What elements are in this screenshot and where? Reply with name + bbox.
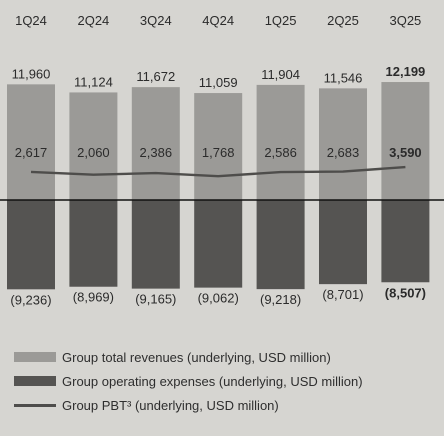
pbt-line xyxy=(30,165,406,178)
expense-bar xyxy=(381,200,430,283)
legend: Group total revenues (underlying, USD mi… xyxy=(14,346,434,418)
revenue-data-label: 12,199 xyxy=(386,64,426,79)
legend-swatch-pbt xyxy=(14,403,56,407)
revenue-bar xyxy=(256,84,305,200)
category-label: 3Q24 xyxy=(140,13,172,28)
pbt-data-label: 2,617 xyxy=(15,145,48,160)
revenue-bar xyxy=(131,87,180,200)
expense-bar xyxy=(319,200,367,285)
expense-bar xyxy=(7,200,55,290)
legend-label-expenses: Group operating expenses (underlying, US… xyxy=(62,373,363,389)
expense-data-label: (9,236) xyxy=(10,292,51,307)
revenue-bar xyxy=(69,92,118,200)
pbt-data-label: 3,590 xyxy=(389,145,422,160)
pbt-data-label: 2,386 xyxy=(140,145,173,160)
revenue-data-label: 11,546 xyxy=(324,70,363,85)
expense-data-label: (9,062) xyxy=(198,291,239,306)
expense-bar xyxy=(256,200,305,290)
expense-bar xyxy=(69,200,118,287)
category-label: 3Q25 xyxy=(389,13,421,28)
category-label: 4Q24 xyxy=(202,13,234,28)
legend-item-revenues: Group total revenues (underlying, USD mi… xyxy=(14,346,434,368)
legend-item-pbt: Group PBT³ (underlying, USD million) xyxy=(14,394,434,416)
legend-swatch-revenues xyxy=(14,352,56,362)
category-label: 1Q25 xyxy=(265,13,297,28)
legend-swatch-expenses xyxy=(14,376,56,386)
expense-bar xyxy=(194,200,243,288)
revenue-bar xyxy=(381,82,430,200)
revenue-data-label: 11,960 xyxy=(12,66,51,81)
pbt-data-label: 2,060 xyxy=(77,145,110,160)
expense-data-label: (8,701) xyxy=(322,287,363,302)
revenue-bar xyxy=(319,88,367,200)
expense-data-label: (9,165) xyxy=(135,292,176,307)
revenue-data-label: 11,672 xyxy=(136,69,175,84)
category-label: 2Q25 xyxy=(327,13,359,28)
expense-data-label: (9,218) xyxy=(260,292,301,307)
revenue-data-label: 11,059 xyxy=(199,75,238,90)
pbt-data-label: 2,683 xyxy=(327,145,360,160)
pbt-data-label: 2,586 xyxy=(264,145,297,160)
legend-label-pbt: Group PBT³ (underlying, USD million) xyxy=(62,397,279,413)
category-label: 1Q24 xyxy=(15,13,47,28)
category-label: 2Q24 xyxy=(77,13,109,28)
legend-item-expenses: Group operating expenses (underlying, US… xyxy=(14,370,434,392)
expense-data-label: (8,507) xyxy=(385,285,426,300)
expense-data-label: (8,969) xyxy=(73,290,114,305)
expense-bar xyxy=(131,200,180,289)
revenue-bar xyxy=(7,84,55,200)
revenue-bar xyxy=(194,93,243,200)
pbt-data-label: 1,768 xyxy=(202,145,235,160)
legend-label-revenues: Group total revenues (underlying, USD mi… xyxy=(62,349,331,365)
revenue-data-label: 11,904 xyxy=(261,67,300,82)
revenue-data-label: 11,124 xyxy=(74,74,113,89)
